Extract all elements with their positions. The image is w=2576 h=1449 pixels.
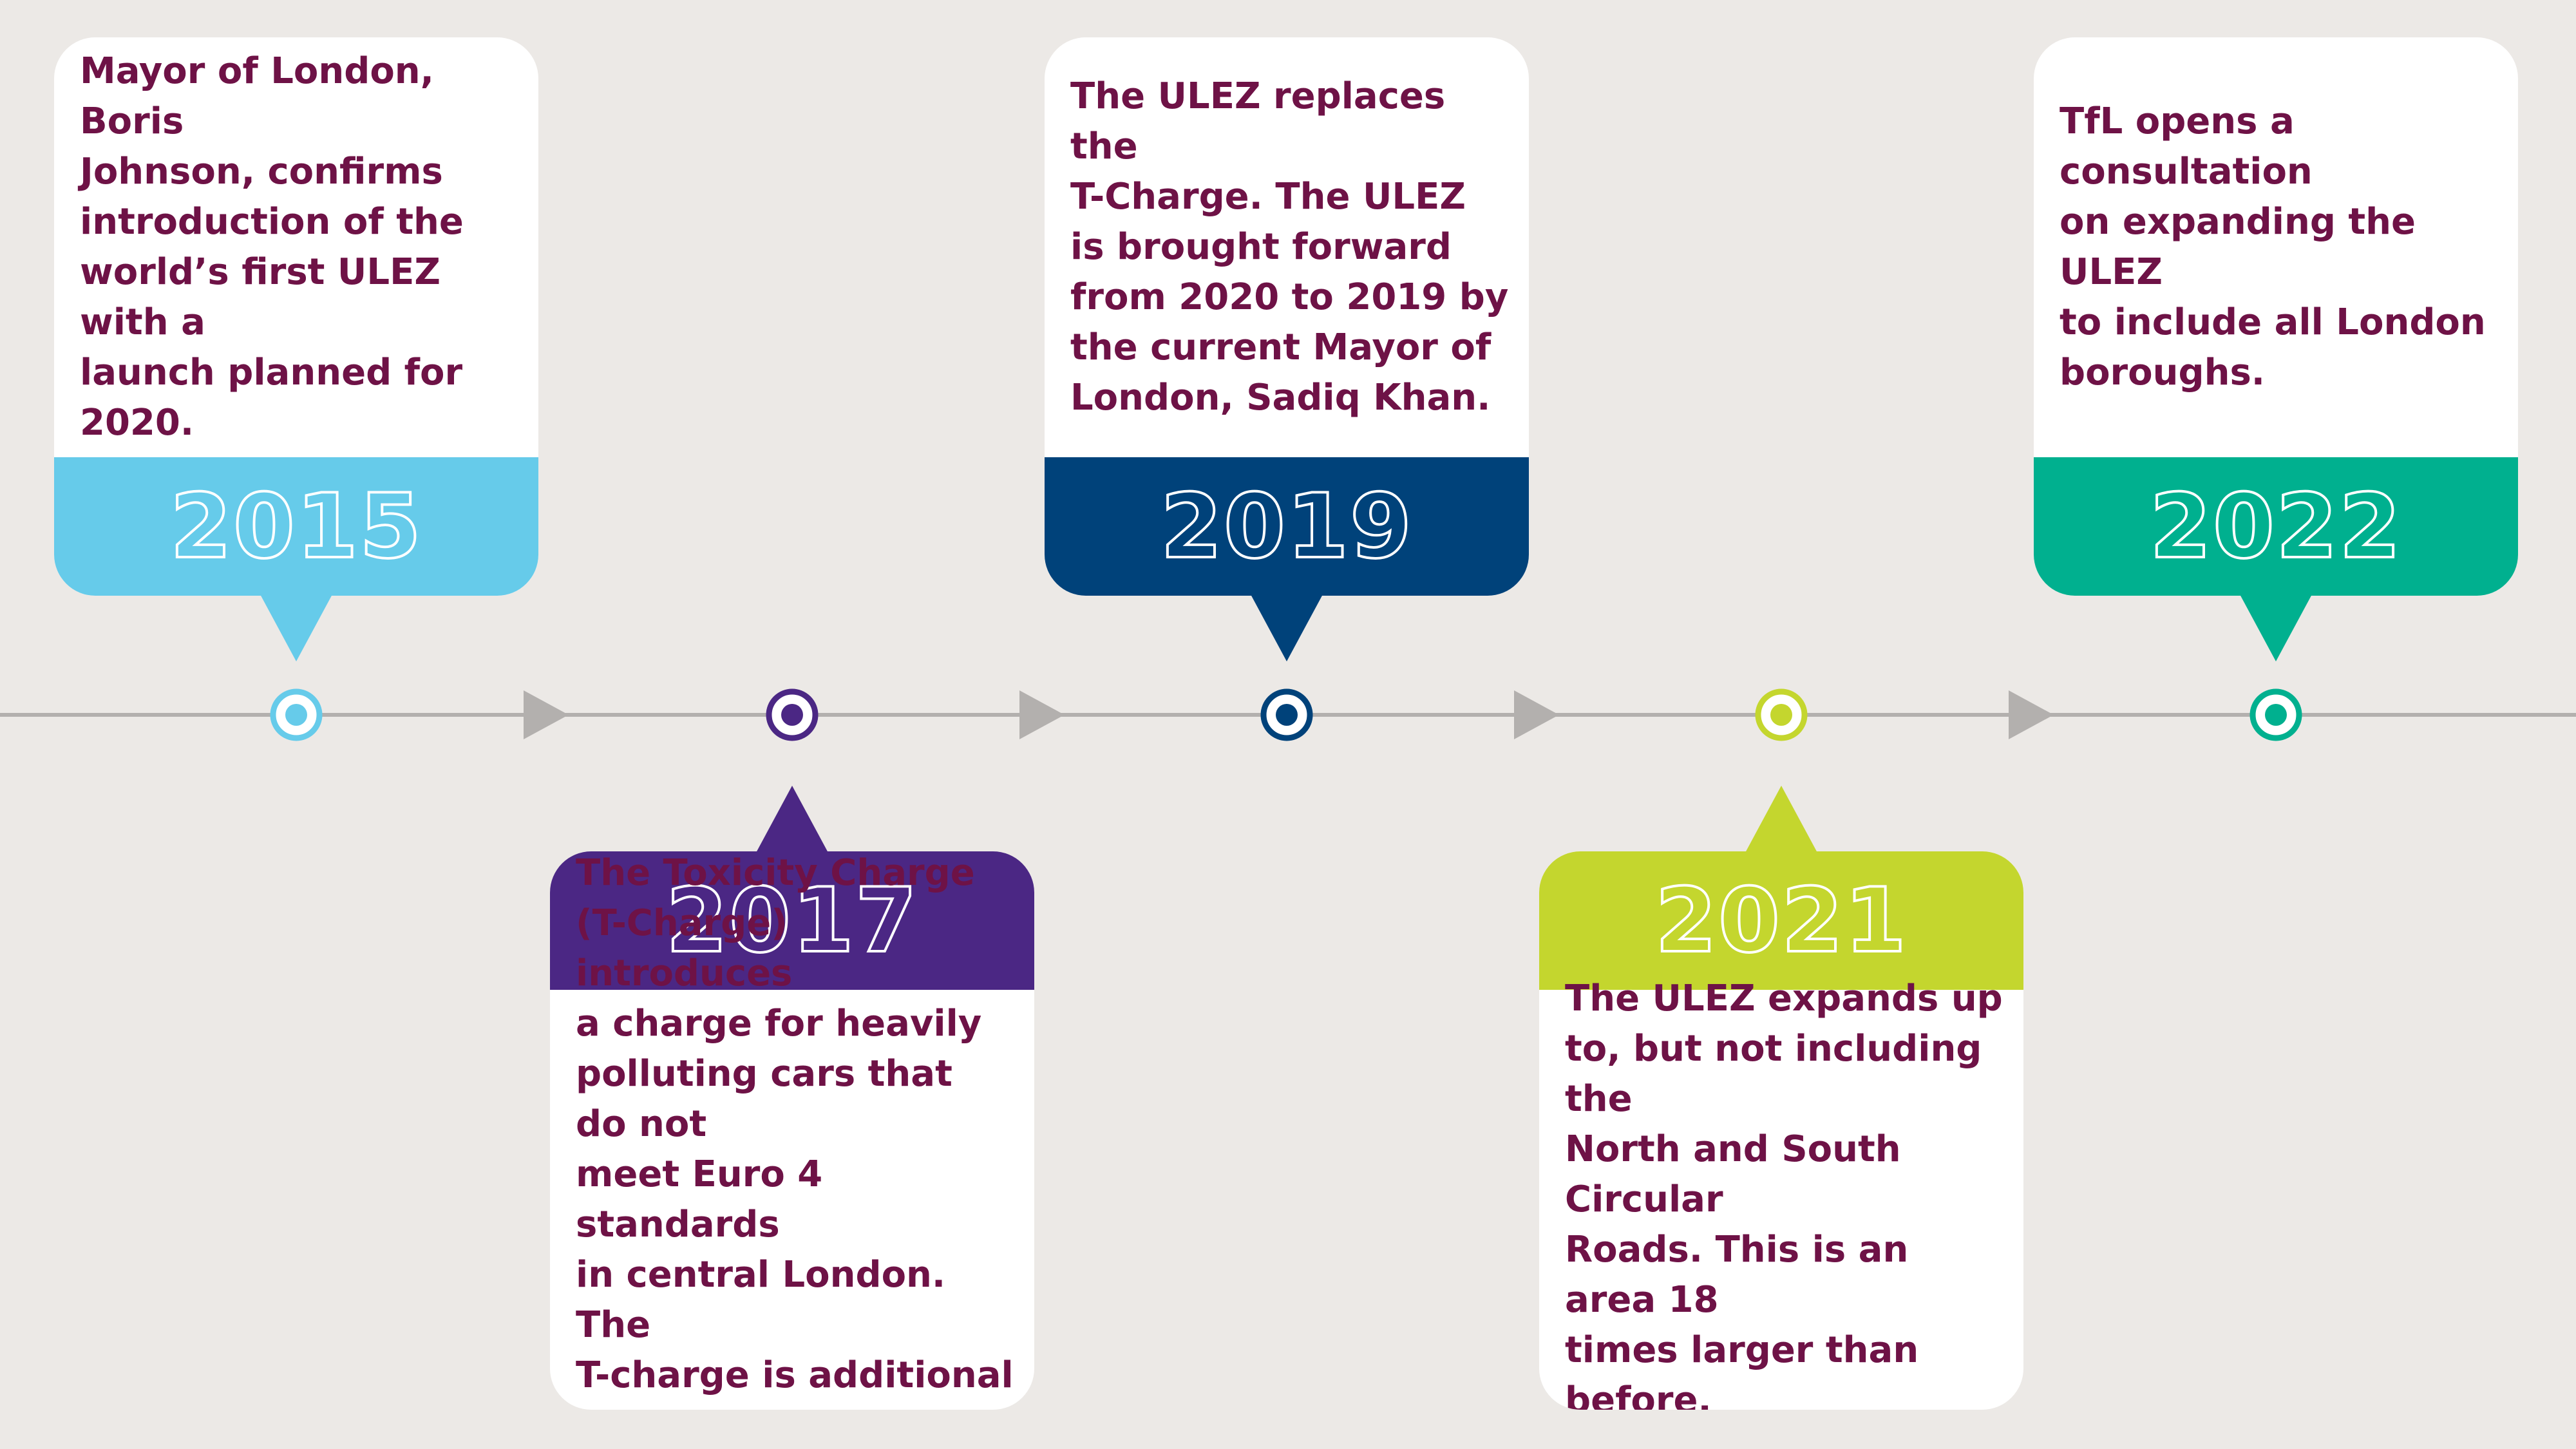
event-description: The Toxicity Charge (T-Charge) introduce… <box>576 852 1014 1410</box>
event-card-2017: 2017The Toxicity Charge (T-Charge) intro… <box>550 851 1034 1410</box>
event-year-band: 2022 <box>2034 457 2518 596</box>
event-pointer <box>1251 594 1323 661</box>
event-card-2019: The ULEZ replaces the T-Charge. The ULEZ… <box>1045 37 1529 596</box>
event-pointer <box>756 786 828 853</box>
event-year: 2019 <box>1159 473 1414 580</box>
event-description: TfL opens a consultation on expanding th… <box>2060 100 2486 393</box>
event-description: The ULEZ expands up to, but not includin… <box>1565 978 2003 1410</box>
event-year-band: 2015 <box>54 457 538 596</box>
event-pointer <box>1745 786 1817 853</box>
axis-arrow <box>1514 690 1559 739</box>
event-node-dot <box>1276 704 1298 726</box>
event-description: Mayor of London, Boris Johnson, confirms… <box>80 50 464 444</box>
event-year: 2017 <box>665 867 919 974</box>
event-pointer <box>2240 594 2312 661</box>
event-year-band: 2021 <box>1539 851 2023 990</box>
event-year: 2021 <box>1654 867 1908 974</box>
axis-arrow <box>524 690 569 739</box>
event-node-dot <box>2265 704 2287 726</box>
event-node-dot <box>1770 704 1792 726</box>
axis-arrow <box>1019 690 1065 739</box>
event-description: The ULEZ replaces the T-Charge. The ULEZ… <box>1070 75 1509 419</box>
event-node-dot <box>781 704 803 726</box>
event-year: 2022 <box>2148 473 2403 580</box>
event-year: 2015 <box>169 473 423 580</box>
event-year-band: 2017 <box>550 851 1034 990</box>
event-card-2015: Mayor of London, Boris Johnson, confirms… <box>54 37 538 596</box>
event-pointer <box>260 594 332 661</box>
event-card-2022: TfL opens a consultation on expanding th… <box>2034 37 2518 596</box>
event-year-band: 2019 <box>1045 457 1529 596</box>
axis-arrow <box>2009 690 2054 739</box>
event-node-dot <box>285 704 307 726</box>
event-card-2021: 2021 The ULEZ expands up to, but not incl… <box>1539 851 2023 1410</box>
